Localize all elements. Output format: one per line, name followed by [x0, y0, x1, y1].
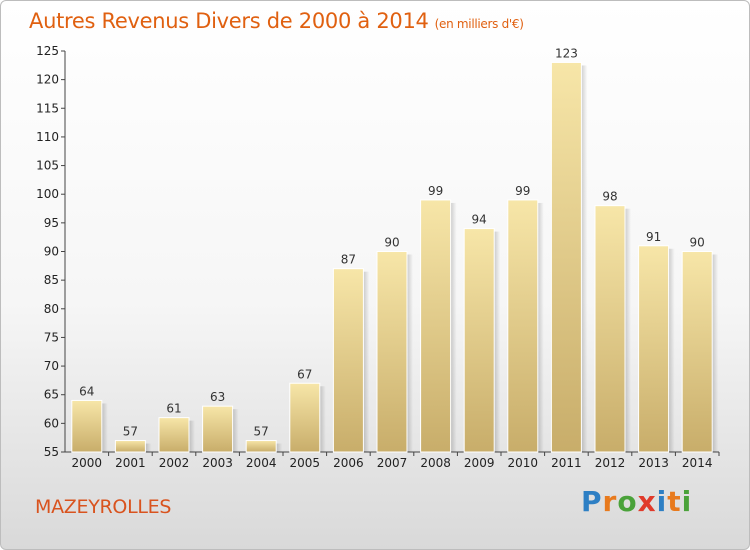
bar	[507, 199, 539, 453]
bar-value-label: 123	[555, 46, 578, 60]
bar-value-label: 90	[384, 236, 399, 250]
y-tick-label: 85	[44, 273, 59, 287]
bar	[638, 245, 670, 453]
bar	[289, 382, 321, 453]
y-tick-label: 125	[36, 44, 59, 58]
bar-shadow	[276, 443, 283, 452]
bar-shadow	[581, 65, 588, 452]
bar-value-label: 91	[646, 230, 661, 244]
bar	[114, 440, 146, 453]
y-tick-label: 60	[44, 416, 59, 430]
value-labels: 64 57 61 63 57 67 87 90 99 94 99 123 98 91 90	[79, 46, 705, 438]
y-tick-label: 65	[44, 388, 59, 402]
x-tick-label: 2010	[508, 456, 539, 470]
bar-value-label: 61	[166, 402, 181, 416]
bar-shadow	[625, 208, 631, 452]
y-tick-label: 95	[44, 216, 59, 230]
logo-letter: t	[667, 485, 682, 518]
bar-value-label: 63	[210, 390, 225, 404]
bar	[420, 199, 452, 453]
title-unit: (en milliers d'€)	[434, 17, 524, 31]
bar	[71, 399, 103, 453]
x-tick-label: 2014	[682, 456, 713, 470]
axes: 55 60 65 70 75 80 85 90 95 100 105 110 115 120 125 2000…	[36, 44, 720, 470]
x-tick-label: 2001	[115, 456, 146, 470]
chart-title: Autres Revenus Divers de 2000 à 2014 (en …	[29, 9, 524, 33]
bar-value-label: 87	[341, 253, 356, 267]
y-tick-label: 120	[36, 73, 59, 87]
logo-letter: x	[637, 485, 657, 518]
bar	[550, 61, 582, 453]
y-tick-label: 115	[36, 101, 59, 115]
bar	[158, 417, 190, 453]
bar-shadow	[537, 202, 544, 452]
x-tick-label: 2003	[202, 456, 233, 470]
x-tick-label: 2013	[638, 456, 669, 470]
bar-value-label: 57	[123, 425, 138, 439]
bar-shadow	[450, 202, 457, 452]
bar-shadow	[363, 271, 370, 452]
bar	[376, 251, 408, 453]
bar-shadow	[494, 231, 501, 452]
bar-shadow	[101, 403, 108, 452]
logo-letter: i	[656, 485, 668, 518]
bar-value-label: 94	[472, 213, 487, 227]
bar-shadow	[232, 409, 239, 452]
x-tick-label: 2008	[420, 456, 451, 470]
bar	[332, 268, 364, 453]
city-name: MAZEYROLLES	[35, 496, 172, 518]
bar-value-label: 64	[79, 384, 94, 398]
logo-letter: P	[581, 485, 603, 518]
x-tick-label: 2011	[551, 456, 582, 470]
x-tick-label: 2009	[464, 456, 495, 470]
bars	[71, 61, 719, 453]
bar	[463, 228, 495, 453]
bar-shadow	[668, 248, 675, 452]
bar-value-label: 57	[254, 425, 269, 439]
logo-letter: o	[617, 485, 638, 518]
bar-shadow	[407, 254, 413, 452]
y-tick-label: 70	[44, 359, 59, 373]
bar-value-label: 90	[690, 236, 705, 250]
proxiti-logo: Proxiti	[581, 485, 692, 518]
bar-shadow	[189, 420, 195, 452]
y-tick-label: 90	[44, 245, 59, 259]
y-tick-label: 80	[44, 302, 59, 316]
bar-shadow	[319, 386, 326, 452]
y-tick-label: 105	[36, 159, 59, 173]
bar-value-label: 98	[602, 190, 617, 204]
y-tick-label: 110	[36, 130, 59, 144]
y-tick-label: 55	[44, 445, 59, 459]
bar-shadow	[145, 443, 152, 452]
bar-value-label: 67	[297, 367, 312, 381]
bar	[202, 405, 234, 453]
y-tick-label: 75	[44, 330, 59, 344]
title-text: Autres Revenus Divers de 2000 à 2014	[29, 9, 429, 33]
bar-value-label: 99	[515, 184, 530, 198]
bar-shadow	[712, 254, 719, 452]
x-tick-label: 2005	[290, 456, 321, 470]
logo-letter: r	[602, 485, 618, 518]
bar	[594, 205, 626, 453]
logo-letter: i	[681, 485, 693, 518]
bar	[245, 440, 277, 453]
x-tick-label: 2002	[159, 456, 190, 470]
x-tick-label: 2012	[595, 456, 626, 470]
y-tick-label: 100	[36, 187, 59, 201]
x-tick-label: 2006	[333, 456, 364, 470]
bar-value-label: 99	[428, 184, 443, 198]
x-tick-label: 2000	[72, 456, 103, 470]
x-tick-label: 2004	[246, 456, 277, 470]
bar	[681, 251, 713, 453]
x-tick-label: 2007	[377, 456, 408, 470]
